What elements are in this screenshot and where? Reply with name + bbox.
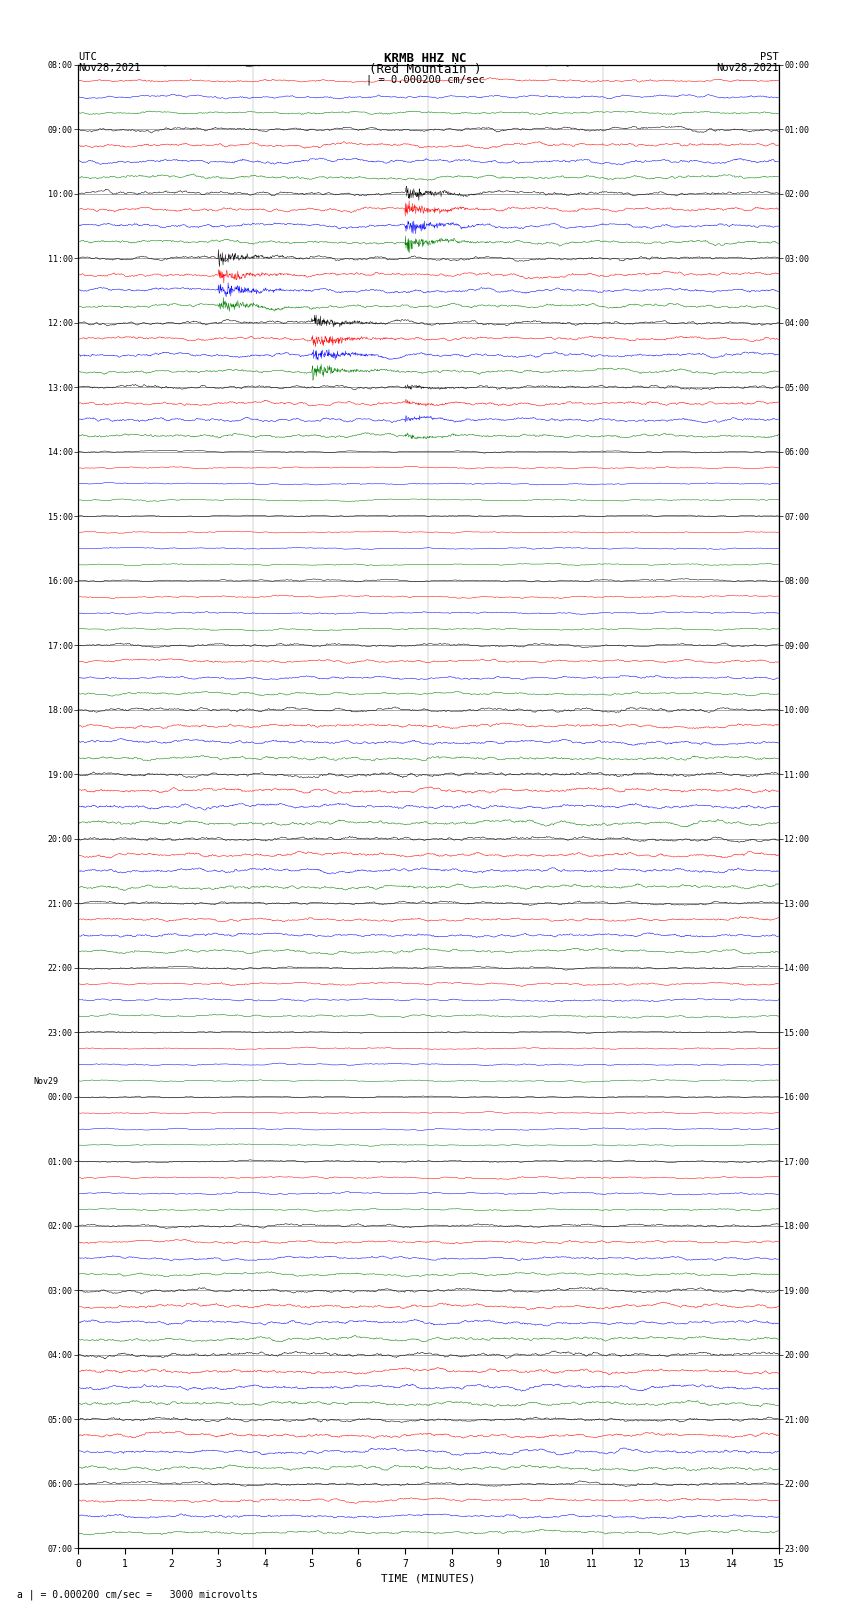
Text: Nov28,2021: Nov28,2021 xyxy=(78,63,141,73)
Text: UTC: UTC xyxy=(78,52,97,61)
Text: PST: PST xyxy=(760,52,779,61)
Text: Nov28,2021: Nov28,2021 xyxy=(716,63,779,73)
Text: KRMB HHZ NC: KRMB HHZ NC xyxy=(383,52,467,65)
Text: (Red Mountain ): (Red Mountain ) xyxy=(369,63,481,76)
X-axis label: TIME (MINUTES): TIME (MINUTES) xyxy=(381,1573,476,1582)
Text: | = 0.000200 cm/sec: | = 0.000200 cm/sec xyxy=(366,74,484,85)
Text: a | = 0.000200 cm/sec =   3000 microvolts: a | = 0.000200 cm/sec = 3000 microvolts xyxy=(17,1589,258,1600)
Text: Nov29: Nov29 xyxy=(34,1077,59,1086)
